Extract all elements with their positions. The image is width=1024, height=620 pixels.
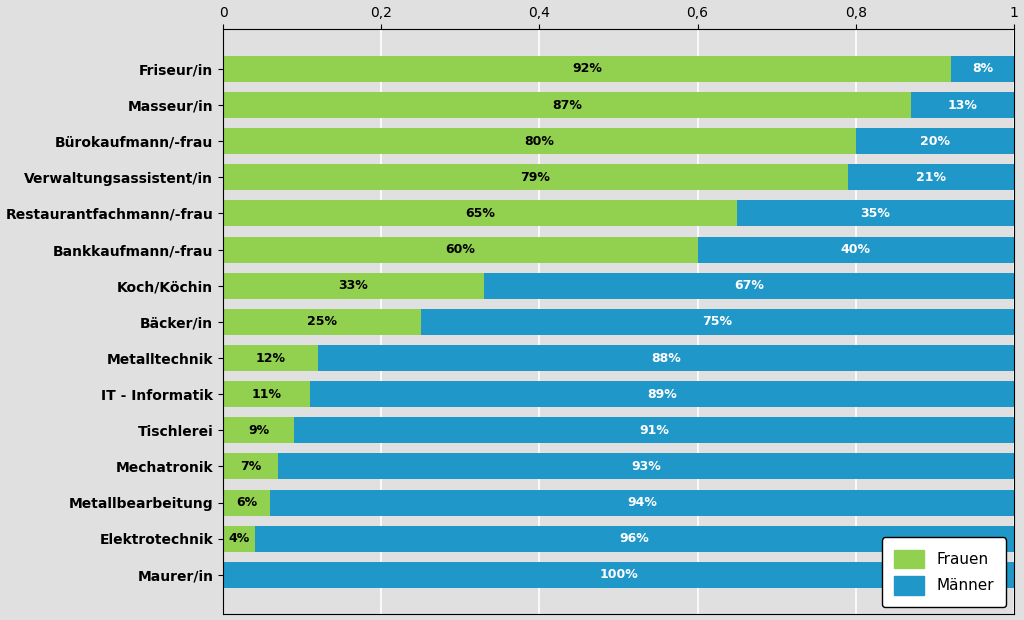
Bar	[223, 128, 856, 154]
Bar	[848, 164, 1014, 190]
Bar	[421, 309, 1014, 335]
Text: 89%: 89%	[647, 388, 677, 401]
Text: 11%: 11%	[252, 388, 282, 401]
Text: 92%: 92%	[572, 63, 602, 76]
Text: 96%: 96%	[620, 532, 649, 545]
Bar	[279, 453, 1014, 479]
Bar	[223, 562, 1014, 588]
Text: 65%: 65%	[465, 207, 495, 220]
Text: 40%: 40%	[841, 243, 870, 256]
Bar	[223, 164, 848, 190]
Bar	[223, 381, 310, 407]
Bar	[223, 273, 484, 299]
Text: 80%: 80%	[524, 135, 554, 148]
Text: 33%: 33%	[339, 279, 369, 292]
Text: 20%: 20%	[920, 135, 950, 148]
Text: 91%: 91%	[639, 424, 669, 436]
Bar	[484, 273, 1014, 299]
Text: 7%: 7%	[240, 460, 261, 473]
Text: 9%: 9%	[248, 424, 269, 436]
Bar	[223, 56, 950, 82]
Bar	[270, 490, 1014, 516]
Text: 21%: 21%	[915, 170, 946, 184]
Bar	[223, 526, 255, 552]
Text: 94%: 94%	[628, 496, 657, 509]
Bar	[856, 128, 1014, 154]
Bar	[223, 490, 270, 516]
Bar	[223, 237, 697, 263]
Text: 25%: 25%	[307, 316, 337, 329]
Text: 93%: 93%	[632, 460, 662, 473]
Text: 13%: 13%	[947, 99, 978, 112]
Bar	[223, 200, 737, 226]
Text: 12%: 12%	[255, 352, 286, 365]
Text: 67%: 67%	[734, 279, 764, 292]
Bar	[223, 417, 294, 443]
Text: 88%: 88%	[651, 352, 681, 365]
Bar	[310, 381, 1014, 407]
Text: 6%: 6%	[237, 496, 257, 509]
Bar	[223, 92, 911, 118]
Bar	[317, 345, 1014, 371]
Text: 60%: 60%	[445, 243, 475, 256]
Bar	[294, 417, 1014, 443]
Text: 100%: 100%	[599, 569, 638, 582]
Bar	[697, 237, 1014, 263]
Text: 8%: 8%	[972, 63, 993, 76]
Bar	[737, 200, 1014, 226]
Text: 79%: 79%	[520, 170, 551, 184]
Text: 35%: 35%	[860, 207, 891, 220]
Legend: Frauen, Männer: Frauen, Männer	[882, 538, 1007, 607]
Bar	[223, 453, 279, 479]
Bar	[223, 309, 421, 335]
Bar	[255, 526, 1014, 552]
Bar	[950, 56, 1014, 82]
Text: 75%: 75%	[702, 316, 732, 329]
Bar	[223, 345, 317, 371]
Bar	[911, 92, 1014, 118]
Text: 87%: 87%	[552, 99, 582, 112]
Text: 4%: 4%	[228, 532, 250, 545]
